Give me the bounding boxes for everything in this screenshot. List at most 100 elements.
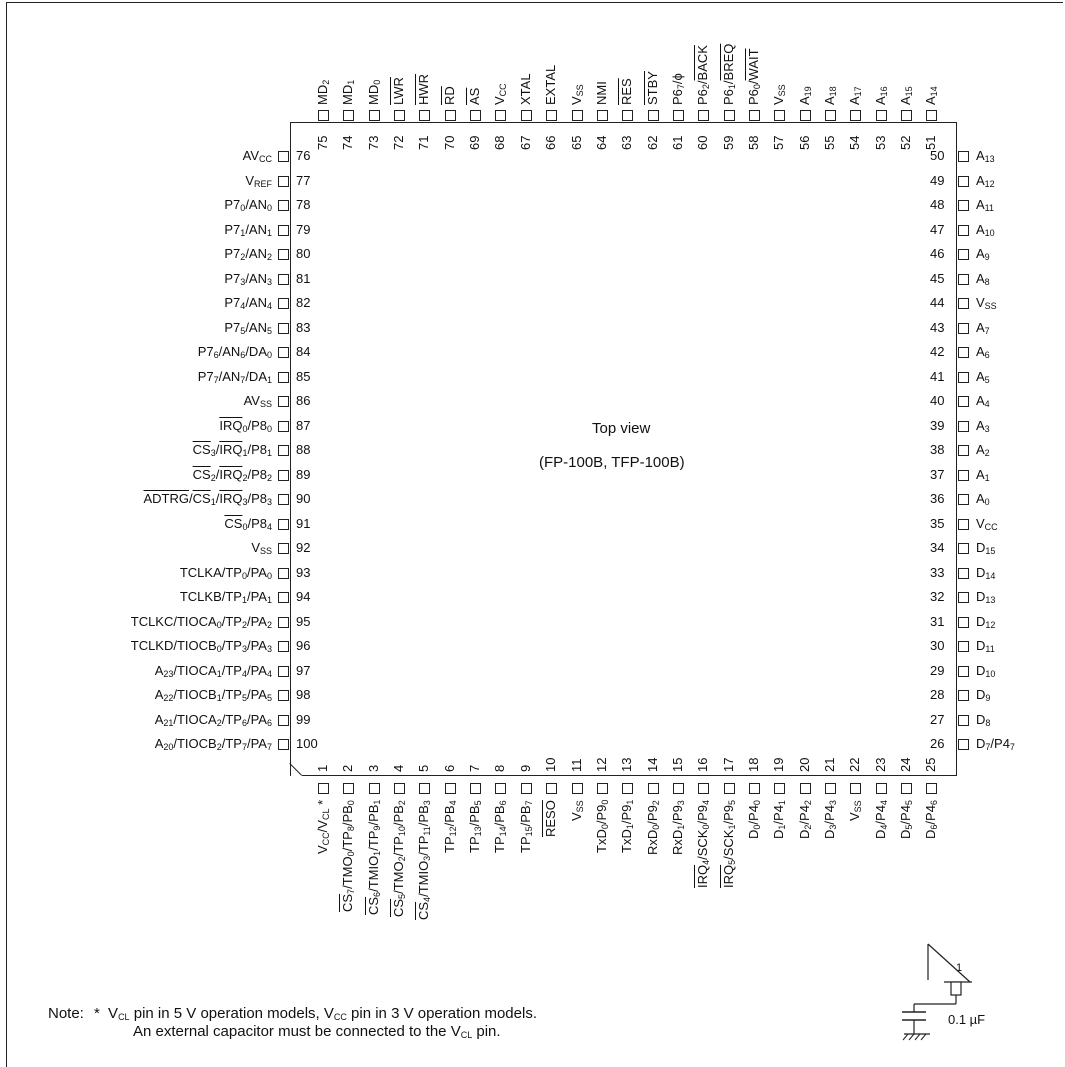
- pin-pad-75: [318, 110, 329, 121]
- pin-pad-25: [926, 783, 938, 794]
- pin-number-11: 11: [568, 758, 584, 773]
- pin-label-15: RxD1/P93: [669, 800, 686, 855]
- pin-label-18: D0/P40: [745, 800, 762, 839]
- pin-pad-11: [571, 783, 583, 794]
- pin-pad-79: [278, 224, 289, 236]
- pin-pad-64: [596, 110, 608, 121]
- pin-number-81: 81: [296, 270, 311, 286]
- pin-number-61: 61: [669, 135, 685, 150]
- pin-pad-63: [622, 110, 634, 121]
- pin-pad-80: [278, 249, 289, 260]
- top-view-title: Top view: [592, 420, 651, 437]
- pin-pad-53: [875, 110, 887, 121]
- pin-label-3: CS6/TMIO1/TP9/PB1: [365, 799, 382, 915]
- pin-label-53: A16: [872, 86, 889, 105]
- pin-number-80: 80: [296, 246, 311, 261]
- pin-number-59: 59: [720, 135, 736, 150]
- pin-number-84: 84: [296, 344, 311, 359]
- pin-number-14: 14: [644, 757, 660, 772]
- pin-label-37: A1: [976, 466, 990, 483]
- pin-label-71: HWR: [416, 73, 432, 105]
- pin-number-77: 77: [296, 172, 311, 188]
- note-star: *: [94, 1005, 100, 1022]
- pin-label-21: D3/P43: [822, 800, 838, 839]
- pin-label-93: TCLKA/TP0/PA0: [179, 564, 272, 581]
- pin-label-14: RxD0/P92: [644, 800, 661, 855]
- pin-number-73: 73: [365, 135, 381, 150]
- pin-number-3: 3: [365, 764, 381, 772]
- pin-pad-20: [799, 783, 811, 794]
- pin-label-64: NMI: [593, 81, 609, 105]
- pin-pad-41: [958, 371, 969, 383]
- pin-pad-23: [875, 783, 887, 794]
- pin-number-89: 89: [296, 466, 311, 482]
- pin-number-71: 71: [416, 135, 432, 150]
- pin-label-100: A20/TIOCB2/TP7/PA7: [154, 736, 272, 752]
- pin-pad-29: [958, 665, 969, 677]
- chip-package-outline: [290, 122, 957, 776]
- pin-pad-50: [958, 151, 969, 162]
- pin-number-69: 69: [467, 135, 483, 150]
- pin-pad-9: [520, 783, 532, 794]
- pin-label-85: P77/AN7/DA1: [197, 368, 272, 385]
- pin-pad-8: [495, 783, 507, 794]
- pin-pad-61: [672, 110, 684, 121]
- pin-label-75: MD2: [315, 79, 331, 105]
- pin-number-74: 74: [340, 135, 356, 150]
- pin-number-49: 49: [930, 172, 945, 188]
- pin-label-52: A15: [898, 86, 915, 105]
- note-line-1: VCL pin in 5 V operation models, VCC pin…: [108, 1005, 537, 1022]
- pin-label-91: CS0/P84: [224, 515, 272, 532]
- pin-label-57: VSS: [771, 84, 788, 105]
- pin-pad-91: [278, 518, 289, 530]
- pin-number-36: 36: [930, 491, 945, 506]
- pin-label-77: VREF: [245, 172, 272, 189]
- pin-number-16: 16: [695, 757, 711, 772]
- pin-label-1: VCC/VCL *: [315, 799, 331, 854]
- pin-label-63: RES: [619, 78, 635, 105]
- pin-pad-84: [278, 347, 289, 358]
- pin-label-38: A2: [976, 442, 990, 458]
- pin-label-35: VCC: [976, 515, 998, 532]
- pin-number-38: 38: [930, 442, 945, 457]
- pin-label-59: P61/BREQ: [720, 43, 737, 105]
- pin-pad-1: [318, 783, 329, 794]
- pin-number-40: 40: [930, 393, 945, 408]
- pin-number-6: 6: [441, 764, 457, 772]
- pin-pad-48: [958, 200, 969, 211]
- pin-pad-18: [748, 783, 760, 794]
- pin-number-33: 33: [930, 564, 945, 580]
- pin-pad-55: [825, 110, 836, 121]
- pin-number-13: 13: [619, 757, 635, 772]
- pin-number-17: 17: [720, 757, 736, 772]
- pin-number-24: 24: [898, 757, 914, 772]
- pin-label-87: IRQ0/P80: [219, 417, 272, 434]
- pin-label-83: P75/AN5: [224, 319, 272, 336]
- pin-label-94: TCLKB/TP1/PA1: [179, 589, 272, 605]
- pin-pad-14: [647, 783, 659, 794]
- pin-label-97: A23/TIOCA1/TP4/PA4: [154, 662, 272, 679]
- capacitor-diagram: [902, 943, 972, 1041]
- pin-label-26: D7/P47: [976, 736, 1015, 752]
- pin-label-28: D9: [976, 687, 991, 703]
- pin-label-89: CS2/IRQ2/P82: [192, 466, 272, 483]
- pin-number-98: 98: [296, 687, 311, 702]
- pin-label-95: TCLKC/TIOCA0/TP2/PA2: [130, 613, 272, 630]
- pin-number-44: 44: [930, 295, 945, 310]
- pin-number-8: 8: [492, 764, 508, 772]
- pin-number-88: 88: [296, 442, 311, 457]
- chip-bottom-edge: [302, 775, 957, 776]
- pin-label-56: A19: [796, 86, 813, 105]
- pin-pad-90: [278, 494, 289, 505]
- pin-number-58: 58: [745, 135, 761, 150]
- pin-number-43: 43: [930, 319, 945, 335]
- pin-pad-87: [278, 420, 289, 432]
- capacitor-value: 0.1 µF: [948, 1012, 986, 1027]
- pin-pad-34: [958, 543, 969, 554]
- pin-pad-31: [958, 616, 969, 628]
- pin-label-98: A22/TIOCB1/TP5/PA5: [154, 687, 272, 703]
- pin-pad-42: [958, 347, 969, 358]
- pin-number-52: 52: [898, 135, 914, 150]
- pin-label-17: IRQ5/SCK1/P95: [720, 799, 737, 888]
- pin-number-37: 37: [930, 466, 945, 482]
